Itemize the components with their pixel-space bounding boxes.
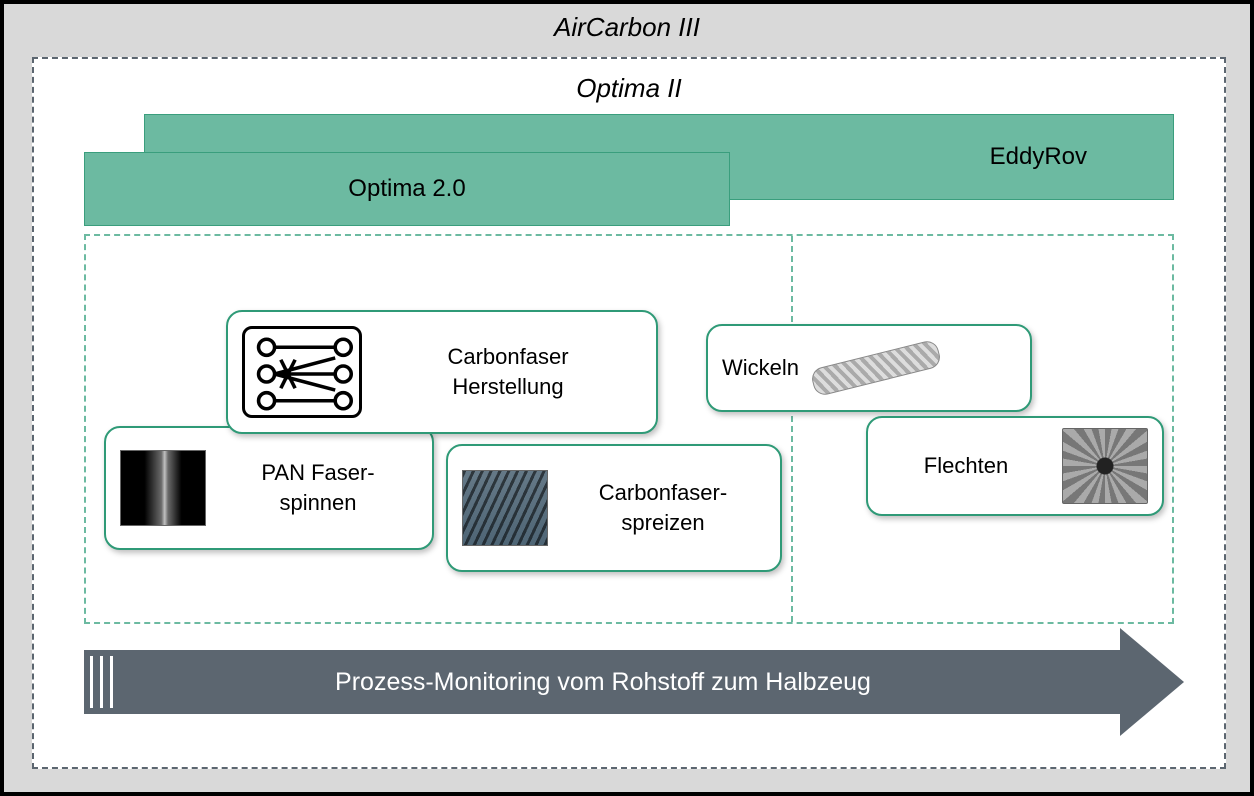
card-label: Carbonfaser Herstellung (374, 342, 642, 401)
bands-area: EddyRov Optima 2.0 (84, 114, 1174, 234)
card-label: Carbonfaser- spreizen (560, 478, 766, 537)
arrow-body: Prozess-Monitoring vom Rohstoff zum Halb… (84, 650, 1122, 714)
arrow-tail-stripes (90, 656, 114, 708)
card-label: Flechten (882, 451, 1050, 481)
spread-image-icon (462, 470, 548, 546)
fiber-image-icon (120, 450, 206, 526)
spool-icon (242, 326, 362, 418)
card-flechten: Flechten (866, 416, 1164, 516)
process-divider (791, 236, 793, 622)
process-area: Carbonfaser Herstellung PAN Faser- spinn… (84, 234, 1174, 624)
card-wickeln: Wickeln (706, 324, 1032, 412)
title-aircarbon: AirCarbon III (32, 4, 1222, 57)
optima20-label: Optima 2.0 (348, 175, 465, 203)
card-carbonfaser-herstellung: Carbonfaser Herstellung (226, 310, 658, 434)
aircarbon-frame: AirCarbon III Optima II EddyRov Optima 2… (0, 0, 1254, 796)
optima20-band: Optima 2.0 (84, 152, 730, 226)
card-label: Wickeln (722, 353, 799, 383)
card-pan-faserspinnen: PAN Faser- spinnen (104, 426, 434, 550)
title-optima-ii: Optima II (34, 59, 1224, 114)
winding-rod-icon (810, 339, 943, 398)
card-label: PAN Faser- spinnen (218, 458, 418, 517)
process-arrow: Prozess-Monitoring vom Rohstoff zum Halb… (84, 650, 1174, 714)
arrow-text: Prozess-Monitoring vom Rohstoff zum Halb… (335, 668, 871, 697)
optima-ii-box: Optima II EddyRov Optima 2.0 (32, 57, 1226, 769)
card-carbonfaser-spreizen: Carbonfaser- spreizen (446, 444, 782, 572)
eddyrov-label: EddyRov (990, 143, 1087, 171)
braid-image-icon (1062, 428, 1148, 504)
arrow-head-icon (1120, 628, 1184, 736)
